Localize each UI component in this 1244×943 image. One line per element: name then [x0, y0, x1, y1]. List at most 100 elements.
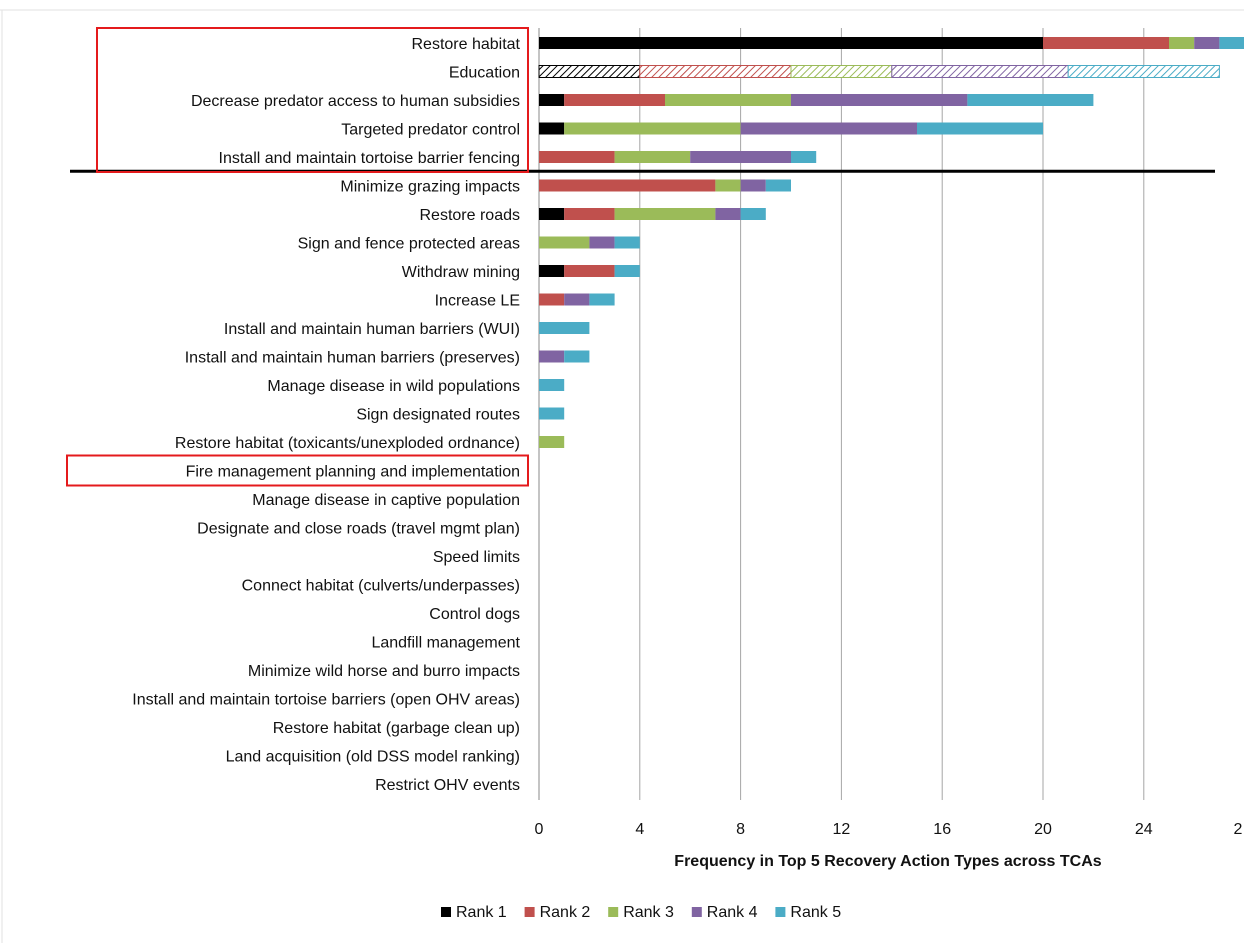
bar-4-1: [891, 65, 1069, 78]
bar-5-9: [589, 293, 615, 306]
x-tick-8: 8: [736, 821, 745, 838]
x-tick-28: 2: [1234, 821, 1243, 838]
category-label-11: Install and maintain human barriers (pre…: [185, 350, 520, 367]
bar-5-5: [765, 179, 791, 192]
category-label-16: Manage disease in captive population: [252, 492, 520, 509]
bar-1-1: [538, 65, 641, 78]
legend-label-1: Rank 1: [456, 904, 507, 921]
bar-2-9: [539, 293, 565, 306]
category-label-17: Designate and close roads (travel mgmt p…: [197, 521, 520, 538]
category-label-18: Speed limits: [433, 549, 520, 566]
category-label-4: Install and maintain tortoise barrier fe…: [219, 150, 521, 167]
category-label-21: Landfill management: [371, 635, 520, 652]
legend-swatch-1: [441, 907, 451, 917]
category-label-20: Control dogs: [429, 606, 520, 623]
bar-2-1: [639, 65, 792, 78]
x-tick-24: 24: [1135, 821, 1153, 838]
bar-5-2: [967, 94, 1094, 106]
bar-3-4: [614, 151, 691, 163]
bar-3-7: [539, 236, 590, 249]
legend-swatch-2: [524, 907, 535, 917]
bar-5-6: [740, 208, 766, 220]
legend-label-5: Rank 5: [790, 904, 841, 921]
bar-4-5: [740, 179, 766, 192]
category-label-0: Restore habitat: [411, 36, 520, 53]
highlight-box-0: [96, 27, 529, 173]
bar-5-4: [791, 151, 817, 163]
bar-5-12: [539, 379, 565, 391]
bar-2-6: [564, 208, 615, 220]
bar-3-2: [665, 94, 791, 106]
category-label-12: Manage disease in wild populations: [267, 378, 520, 395]
category-label-3: Targeted predator control: [341, 122, 520, 139]
bar-3-14: [539, 436, 565, 448]
category-label-14: Restore habitat (toxicants/unexploded or…: [175, 435, 520, 452]
bar-4-4: [690, 151, 791, 163]
bar-1-8: [539, 265, 565, 277]
category-label-23: Install and maintain tortoise barriers (…: [132, 692, 520, 709]
highlight-box-1: [66, 454, 529, 487]
bar-2-0: [1043, 37, 1169, 49]
bar-2-8: [564, 265, 615, 277]
bar-4-7: [589, 236, 615, 249]
category-label-9: Increase LE: [435, 293, 520, 310]
category-label-2: Decrease predator access to human subsid…: [191, 93, 520, 110]
bar-1-2: [539, 94, 565, 106]
category-label-8: Withdraw mining: [402, 264, 520, 281]
legend-swatch-5: [775, 907, 786, 917]
bar-4-3: [740, 122, 917, 135]
legend-label-2: Rank 2: [540, 904, 591, 921]
x-tick-12: 12: [833, 821, 851, 838]
category-label-5: Minimize grazing impacts: [340, 179, 520, 196]
category-label-19: Connect habitat (culverts/underpasses): [242, 578, 520, 595]
category-label-15: Fire management planning and implementat…: [186, 464, 520, 481]
legend-swatch-3: [608, 907, 619, 917]
bar-3-5: [715, 179, 741, 192]
category-label-6: Restore roads: [420, 207, 521, 224]
category-label-13: Sign designated routes: [356, 407, 520, 424]
x-tick-4: 4: [635, 821, 644, 838]
category-label-22: Minimize wild horse and burro impacts: [248, 663, 520, 680]
bar-4-11: [539, 350, 565, 363]
bar-5-10: [539, 322, 590, 334]
bar-4-6: [715, 208, 741, 220]
bar-2-5: [539, 179, 716, 192]
category-labels: Restore habitat Education Decrease predato…: [132, 36, 520, 794]
category-label-26: Restrict OHV events: [375, 777, 520, 794]
bar-2-4: [539, 151, 615, 163]
bar-5-7: [614, 236, 640, 249]
legend-label-4: Rank 4: [707, 904, 758, 921]
category-label-7: Sign and fence protected areas: [298, 236, 520, 253]
bar-4-9: [564, 293, 590, 306]
category-label-24: Restore habitat (garbage clean up): [273, 720, 520, 737]
bar-1-0: [539, 37, 1043, 49]
highlight-boxes: [66, 27, 1215, 487]
legend: Rank 1 Rank 2 Rank 3 Rank 4 Rank 5: [441, 904, 841, 921]
bar-3-1: [790, 65, 893, 78]
x-tick-20: 20: [1034, 821, 1052, 838]
x-axis-title: Frequency in Top 5 Recovery Action Types…: [674, 853, 1101, 870]
bar-3-3: [564, 122, 741, 135]
legend-swatch-4: [691, 907, 702, 917]
category-label-1: Education: [449, 65, 520, 82]
bar-5-3: [917, 122, 1043, 135]
bar-5-8: [614, 265, 640, 277]
bar-5-11: [564, 350, 590, 363]
bar-5-1: [1067, 65, 1220, 78]
bar-3-6: [614, 208, 716, 220]
bar-4-0: [1194, 37, 1220, 49]
x-tick-16: 16: [933, 821, 951, 838]
category-label-25: Land acquisition (old DSS model ranking): [226, 749, 520, 766]
bar-4-2: [791, 94, 968, 106]
bar-3-0: [1169, 37, 1195, 49]
bar-2-2: [564, 94, 665, 106]
x-tick-0: 0: [535, 821, 544, 838]
legend-label-3: Rank 3: [623, 904, 674, 921]
bars: [538, 37, 1244, 448]
bar-1-6: [539, 208, 565, 220]
bar-1-3: [539, 122, 565, 135]
bar-5-13: [539, 407, 565, 420]
category-label-10: Install and maintain human barriers (WUI…: [224, 321, 520, 338]
x-tick-labels: 0 4 8 12 16 20 24 2: [535, 821, 1243, 838]
